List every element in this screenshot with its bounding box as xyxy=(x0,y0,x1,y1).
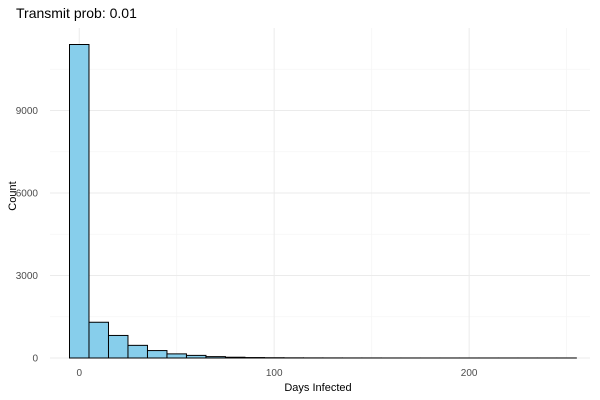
chart-title: Transmit prob: 0.01 xyxy=(16,5,137,21)
histogram-bar xyxy=(146,350,168,359)
x-tick-label: 0 xyxy=(76,368,82,379)
histogram-bar xyxy=(185,354,207,359)
histogram-bar xyxy=(205,356,226,359)
histogram-bar xyxy=(224,356,246,359)
histogram-bar xyxy=(88,321,109,359)
minor-y-gridlines xyxy=(50,68,590,318)
y-tick-label: 6000 xyxy=(16,189,39,200)
y-tick-label: 3000 xyxy=(16,271,39,282)
x-tick-label: 100 xyxy=(266,368,283,379)
histogram-bar xyxy=(107,334,129,359)
y-axis-label: Count xyxy=(7,181,19,210)
histogram-bars xyxy=(68,44,577,359)
x-axis-tick-labels: 0 100 200 xyxy=(76,368,477,379)
histogram-bar xyxy=(127,344,148,359)
y-axis-tick-labels: 0 3000 6000 9000 xyxy=(16,106,39,365)
x-tick-label: 200 xyxy=(461,368,478,379)
y-tick-label: 9000 xyxy=(16,106,39,117)
histogram-bar xyxy=(166,353,187,359)
histogram-bar xyxy=(68,44,90,359)
y-tick-label: 0 xyxy=(32,354,38,365)
x-axis-label: Days Infected xyxy=(284,382,351,394)
